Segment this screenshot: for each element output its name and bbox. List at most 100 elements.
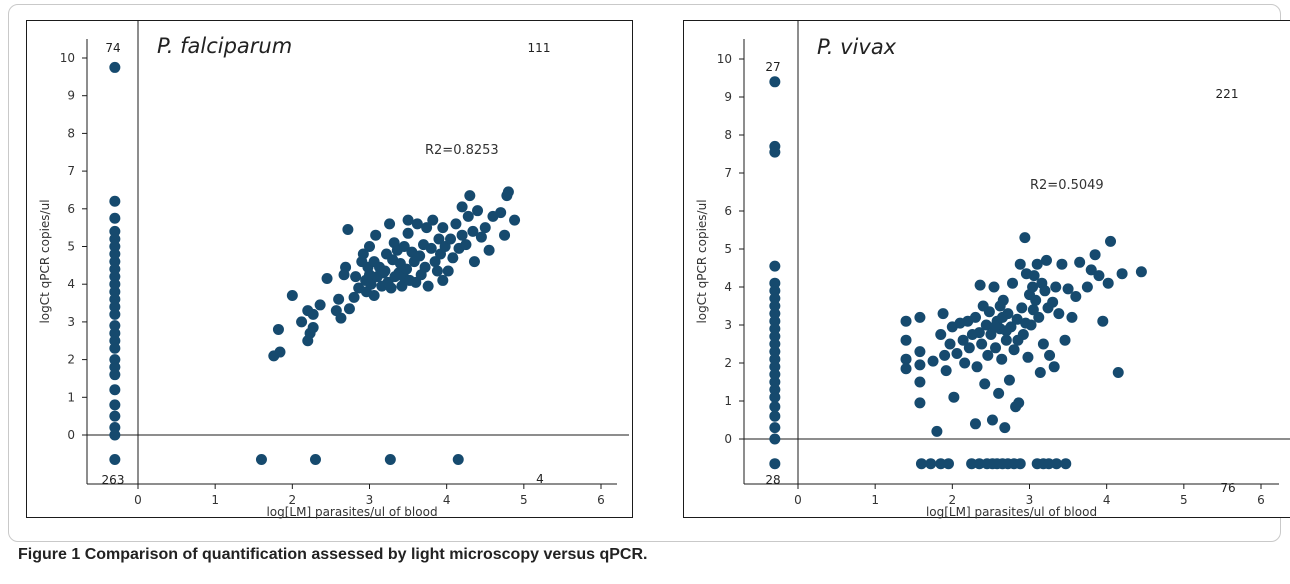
data-point: [1074, 256, 1086, 268]
figure-caption-text: Comparison of quantification assessed by…: [84, 546, 648, 563]
y-tick-label: 3: [67, 315, 75, 329]
data-point: [1030, 294, 1042, 306]
data-point: [931, 425, 943, 437]
data-point: [401, 263, 413, 275]
data-point: [769, 458, 781, 470]
data-point: [340, 261, 352, 273]
data-point: [462, 210, 474, 222]
data-point: [109, 293, 121, 305]
data-point: [990, 342, 1002, 354]
data-point: [769, 323, 781, 335]
data-point: [951, 348, 963, 359]
data-point: [769, 260, 781, 272]
data-point: [1066, 311, 1078, 323]
data-point: [988, 281, 1000, 293]
data-point: [989, 321, 1001, 333]
x-tick-label: 1: [871, 493, 879, 507]
data-point: [769, 376, 781, 388]
data-point: [915, 458, 927, 470]
data-point: [1014, 258, 1026, 270]
y-tick-label: 4: [67, 277, 75, 291]
data-point: [974, 279, 986, 291]
y-tick-label: 9: [724, 90, 732, 104]
data-point: [1003, 374, 1015, 386]
data-point: [959, 357, 971, 369]
data-point: [1047, 296, 1059, 308]
data-point: [769, 361, 781, 373]
data-point: [109, 256, 121, 268]
data-point: [109, 421, 121, 433]
species-label: P. vivax: [817, 35, 897, 59]
data-point: [1013, 397, 1025, 409]
data-point: [1048, 361, 1060, 373]
data-point: [1070, 291, 1082, 302]
data-point: [456, 201, 468, 213]
data-point: [769, 401, 781, 413]
data-point: [966, 458, 978, 470]
data-point: [442, 265, 454, 277]
data-point: [948, 391, 960, 403]
count-bottom-left: 28: [765, 473, 780, 487]
data-point: [935, 329, 947, 340]
data-point: [427, 214, 439, 226]
species-label: P. falciparum: [157, 34, 292, 58]
data-point: [1027, 304, 1039, 316]
chart-panel-vivax: 0 1 2 3 4 5 6 7 8 9 10 0 1 2 3 4 5 6 log[LM] parasites/ul …: [683, 20, 1290, 519]
data-point: [1097, 315, 1109, 327]
r2-label: R2=0.8253: [425, 143, 499, 158]
data-point: [769, 422, 781, 434]
r2-label: R2=0.5049: [1030, 178, 1104, 193]
count-bottom-right: 76: [1220, 481, 1235, 495]
data-point: [1116, 268, 1128, 280]
data-point: [109, 399, 121, 411]
count-bottom-left: 263: [102, 473, 125, 487]
data-point: [963, 342, 975, 354]
scatter-chart-vivax: 0 1 2 3 4 5 6 7 8 9 10 0 1 2 3 4 5 6 log[LM] parasites/ul …: [695, 21, 1290, 519]
data-point: [109, 320, 121, 332]
data-point: [769, 368, 781, 380]
data-point: [1000, 325, 1012, 337]
data-point: [925, 458, 937, 470]
data-point: [109, 384, 121, 396]
data-point: [255, 454, 267, 466]
data-point: [769, 285, 781, 297]
x-tick-label: 5: [1180, 493, 1188, 507]
data-point: [939, 349, 951, 361]
data-point: [109, 278, 121, 290]
data-point: [109, 195, 121, 207]
y-axis-title: logCt qPCR copies/ul: [38, 199, 52, 323]
data-point: [900, 334, 912, 346]
x-tick-label: 3: [1026, 493, 1034, 507]
data-point: [1102, 277, 1114, 289]
data-point: [109, 301, 121, 313]
data-point: [437, 274, 449, 286]
x-axis-title: log[LM] parasites/ul of blood: [266, 505, 437, 519]
data-point: [445, 233, 457, 245]
data-point: [433, 233, 445, 245]
data-point: [475, 231, 487, 243]
data-point: [456, 229, 468, 241]
x-tick-label: 2: [289, 493, 297, 507]
data-point: [769, 292, 781, 304]
y-tick-label: 2: [724, 356, 732, 370]
y-tick-label: 5: [67, 240, 75, 254]
y-axis-title: logCt qPCR copies/ul: [695, 199, 709, 323]
data-point: [1031, 258, 1043, 270]
data-point: [1012, 334, 1024, 346]
data-point: [307, 322, 319, 334]
data-point: [942, 458, 954, 470]
data-point: [333, 293, 345, 305]
x-tick-label: 3: [366, 493, 374, 507]
y-tick-label: 6: [67, 202, 75, 216]
data-point: [769, 353, 781, 365]
data-point: [1089, 249, 1101, 261]
data-point: [411, 218, 423, 230]
data-point: [109, 454, 121, 466]
data-point: [769, 308, 781, 320]
data-point: [1081, 281, 1093, 293]
data-point: [509, 214, 521, 226]
data-point: [384, 218, 396, 230]
data-point: [483, 244, 495, 256]
data-point: [914, 376, 926, 388]
